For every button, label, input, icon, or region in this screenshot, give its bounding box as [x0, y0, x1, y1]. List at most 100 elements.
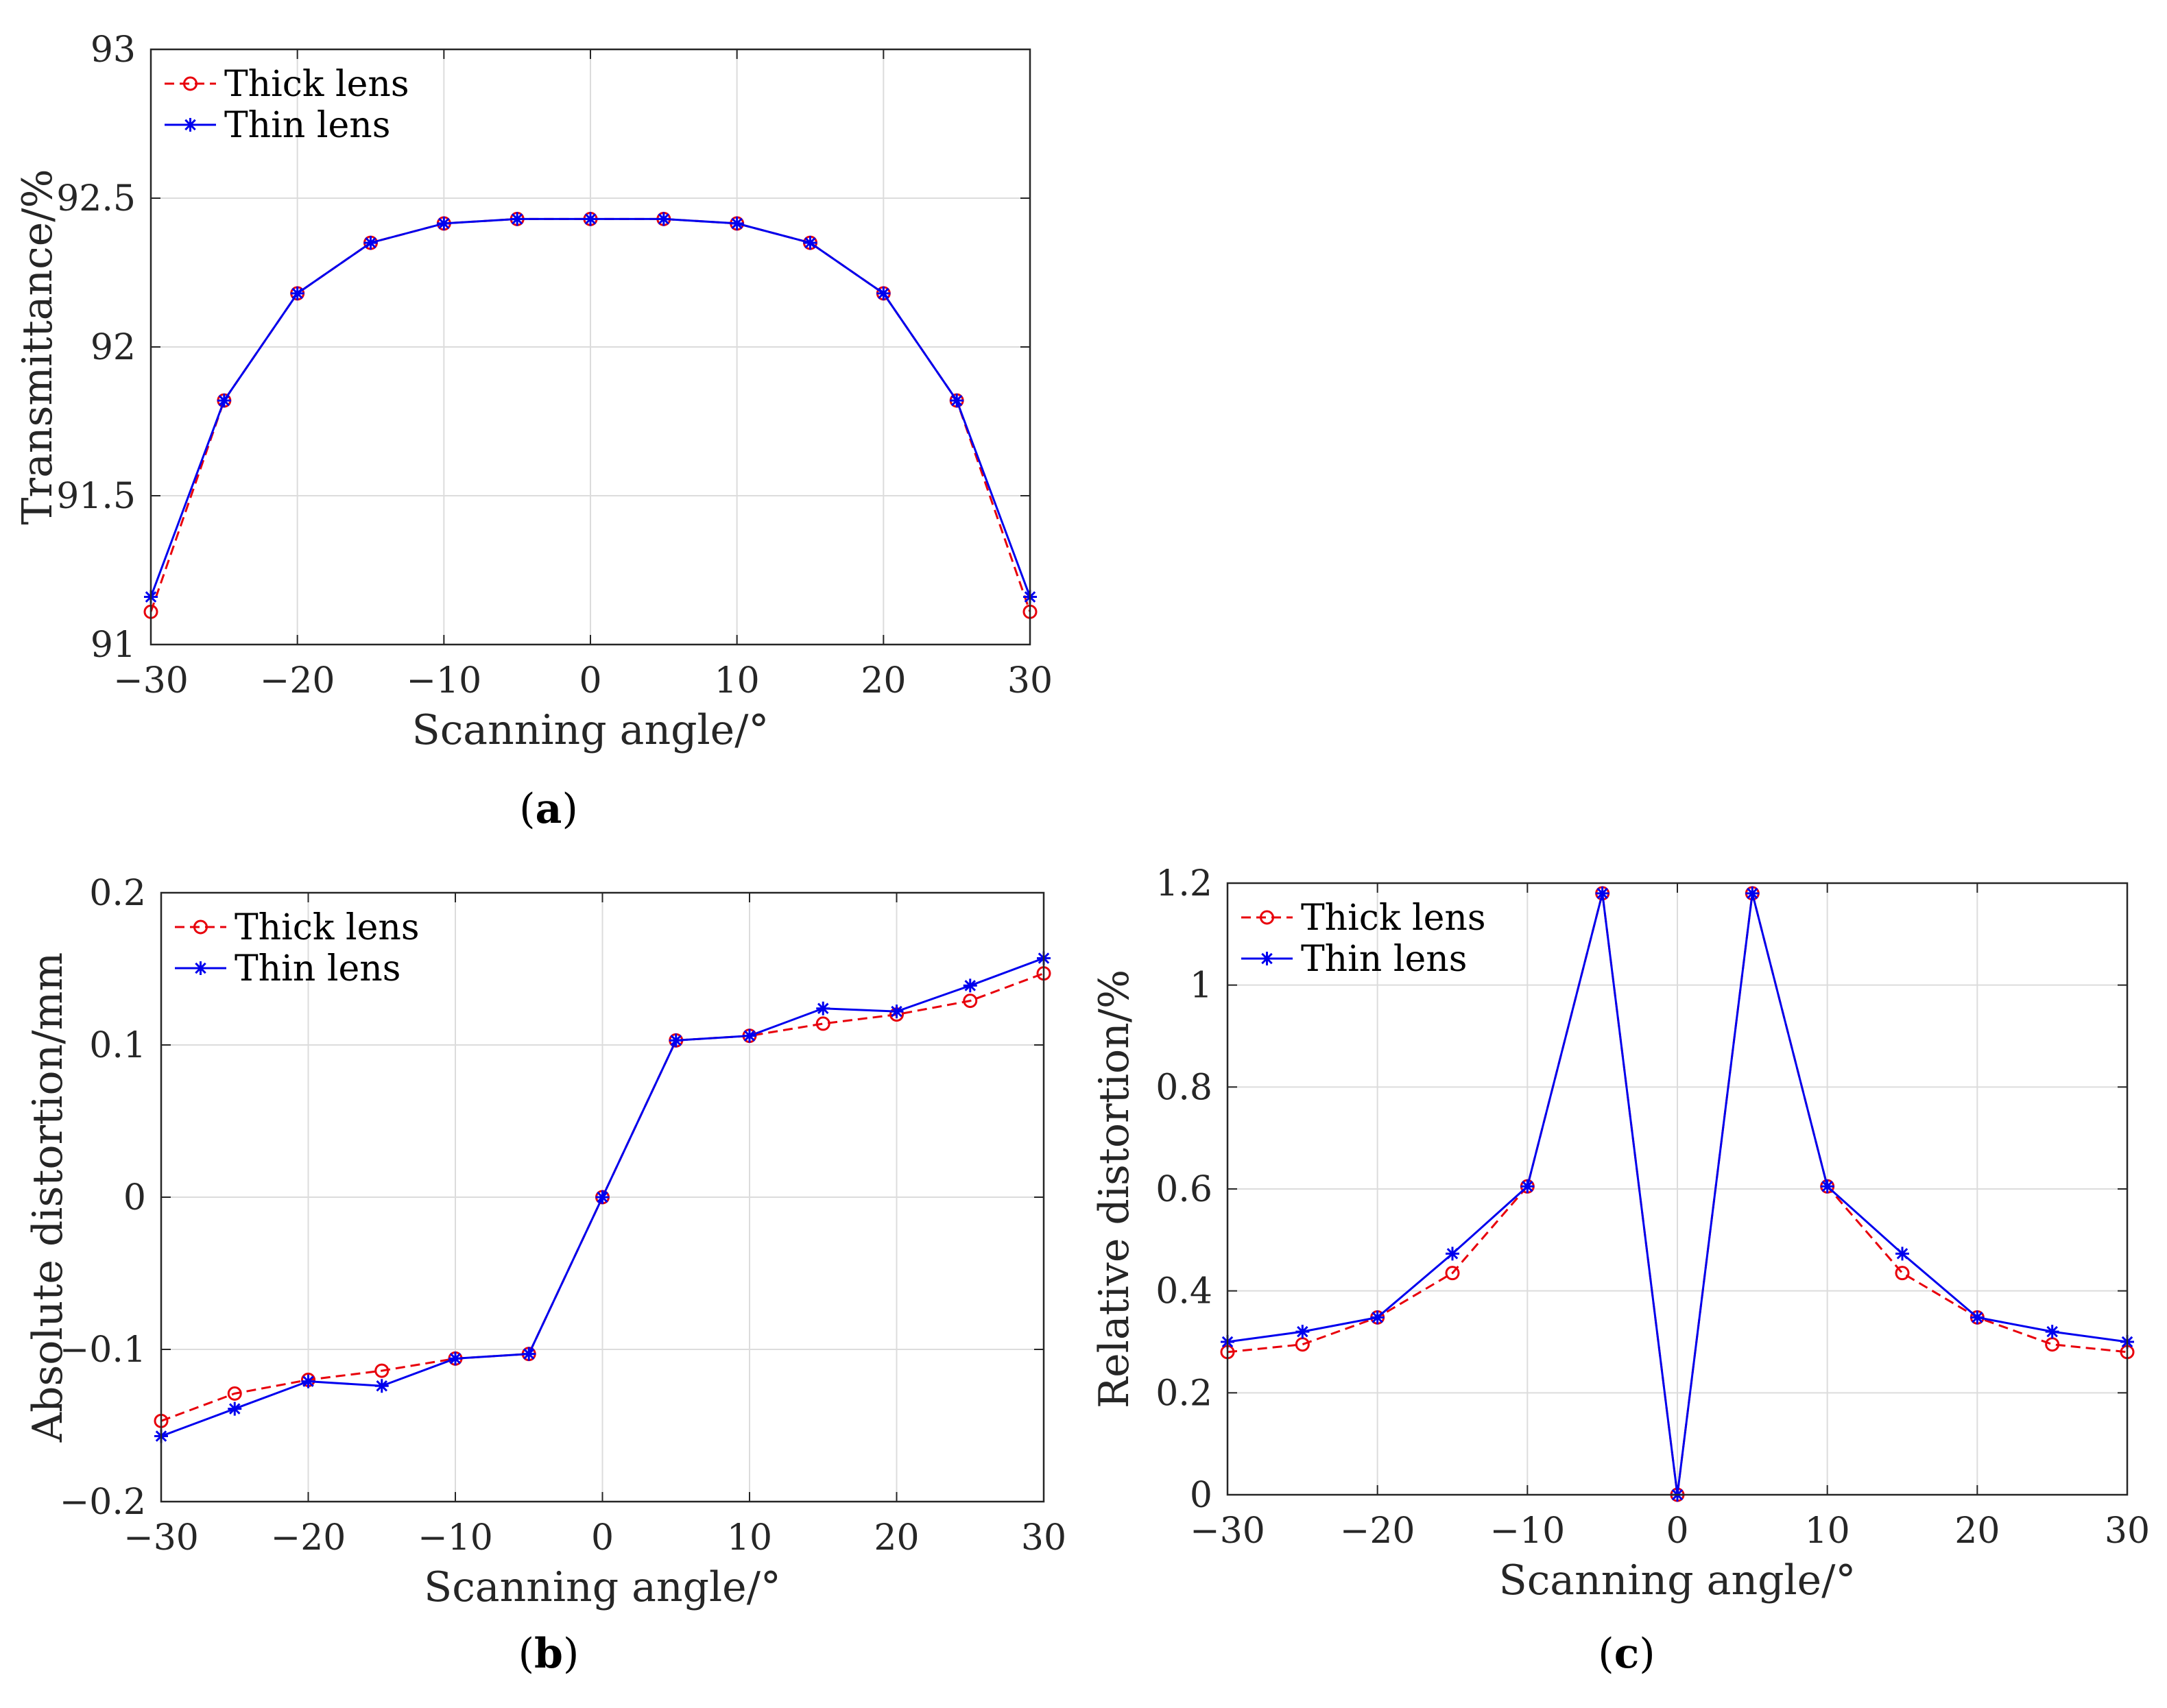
data-point — [963, 994, 978, 1009]
chart-panel-b: −30 −20 −10 0 10 20 30 −0.2 −0.1 0 0.1 0.2 Scanning … — [24, 873, 1066, 1678]
data-point — [227, 1386, 242, 1401]
y-tick-label: −0.1 — [60, 1330, 146, 1371]
x-tick-label: 20 — [1954, 1511, 2000, 1552]
legend-label: Thick lens — [224, 64, 409, 105]
axes-box — [149, 48, 1031, 646]
y-axis-label: Relative distortion/% — [1090, 970, 1138, 1408]
legend-marker — [1260, 952, 1274, 965]
y-tick-label: 91 — [91, 625, 136, 666]
x-tick-label: 0 — [1666, 1511, 1688, 1552]
x-tick-label: 0 — [591, 1517, 614, 1559]
data-point — [1895, 1247, 1909, 1261]
x-tick-label: −20 — [271, 1517, 346, 1559]
legend-label: Thin lens — [224, 105, 390, 146]
y-tick-label: 93 — [91, 29, 136, 71]
data-point — [584, 212, 597, 226]
legend-marker — [183, 76, 197, 91]
y-tick-label: −0.2 — [60, 1482, 146, 1523]
data-point — [743, 1029, 756, 1043]
data-point — [217, 394, 231, 408]
y-tick-label: 92 — [91, 327, 136, 368]
data-point — [448, 1351, 462, 1366]
panel-caption: (c) — [1598, 1630, 1655, 1678]
legend-label: Thin lens — [1301, 939, 1467, 980]
y-tick-label: 0.1 — [89, 1025, 146, 1066]
x-axis-label: Scanning angle/° — [1499, 1556, 1856, 1604]
x-tick-label: 10 — [727, 1517, 772, 1559]
legend-label: Thick lens — [1301, 898, 1486, 939]
x-tick-label: 0 — [579, 660, 601, 701]
y-tick-label: 0 — [123, 1177, 146, 1218]
x-axis-label: Scanning angle/° — [424, 1563, 781, 1611]
data-point — [816, 1001, 830, 1015]
x-tick-label: −20 — [1340, 1511, 1415, 1552]
data-point — [228, 1402, 242, 1416]
axes-box — [1226, 882, 2129, 1496]
x-tick-label: 30 — [1021, 1517, 1066, 1559]
data-point — [730, 216, 744, 230]
data-point — [950, 394, 964, 408]
x-tick-label: −10 — [1489, 1511, 1565, 1552]
data-point — [522, 1347, 536, 1361]
data-point — [1295, 1325, 1310, 1339]
data-point — [1520, 1179, 1535, 1194]
axes-box — [160, 891, 1045, 1503]
y-tick-label: 0 — [1190, 1475, 1212, 1516]
data-point — [803, 236, 817, 250]
data-point — [1895, 1266, 1910, 1281]
chart-panel-a: −30 −20 −10 0 10 20 30 91 91.5 92 92.5 93 Scanning a… — [14, 29, 1053, 833]
data-point — [2045, 1325, 2059, 1339]
data-point — [815, 1016, 830, 1031]
x-tick-label: 10 — [715, 660, 760, 701]
data-point — [290, 286, 304, 300]
x-tick-label: 30 — [2105, 1511, 2150, 1552]
x-tick-label: −10 — [406, 660, 481, 701]
data-point — [1820, 1179, 1834, 1194]
data-point — [1445, 1266, 1460, 1281]
y-tick-label: 1 — [1190, 965, 1212, 1007]
data-point — [656, 212, 671, 226]
x-tick-label: 20 — [861, 660, 906, 701]
panel-caption: (b) — [518, 1630, 579, 1678]
x-tick-label: 30 — [1007, 660, 1053, 701]
x-tick-label: 20 — [874, 1517, 919, 1559]
legend-marker — [183, 118, 197, 132]
y-tick-label: 0.2 — [89, 873, 146, 914]
x-tick-label: −30 — [123, 1517, 199, 1559]
panel-caption: (a) — [519, 785, 578, 833]
legend-marker — [193, 919, 208, 935]
y-tick-label: 0.2 — [1156, 1373, 1212, 1414]
data-point — [437, 216, 451, 230]
y-axis-label: Absolute distortion/mm — [24, 952, 72, 1443]
data-point — [963, 978, 977, 993]
data-point — [1370, 1310, 1385, 1325]
data-point — [889, 1005, 904, 1019]
data-point — [1970, 1310, 1985, 1325]
data-point — [1446, 1247, 1459, 1261]
legend-label: Thick lens — [235, 907, 420, 948]
y-tick-label: 0.6 — [1156, 1169, 1212, 1210]
x-axis-label: Scanning angle/° — [412, 706, 769, 754]
x-tick-label: 10 — [1805, 1511, 1850, 1552]
y-tick-label: 91.5 — [56, 476, 136, 517]
y-tick-label: 0.8 — [1156, 1067, 1212, 1108]
data-point — [669, 1033, 683, 1048]
data-point — [595, 1190, 610, 1204]
y-tick-label: 0.4 — [1156, 1271, 1212, 1312]
x-tick-label: −20 — [260, 660, 335, 701]
data-point — [374, 1379, 389, 1393]
legend-label: Thin lens — [235, 948, 400, 989]
data-point — [374, 1363, 390, 1378]
data-point — [363, 236, 378, 250]
data-point — [301, 1374, 315, 1388]
data-point — [1745, 886, 1760, 900]
y-axis-label: Transmittance/% — [14, 169, 62, 525]
data-point — [1595, 886, 1609, 900]
x-tick-label: −10 — [418, 1517, 493, 1559]
legend-marker — [193, 961, 208, 975]
x-tick-label: −30 — [113, 660, 189, 701]
data-point — [510, 212, 525, 226]
